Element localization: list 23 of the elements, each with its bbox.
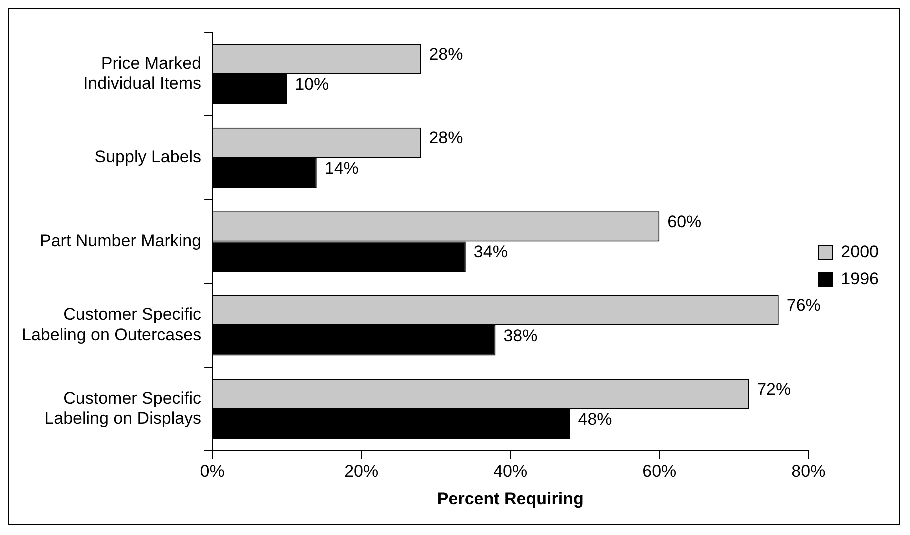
x-tick-label: 60% <box>642 462 677 482</box>
data-label: 38% <box>504 326 538 346</box>
y-tick-label: Customer Specific Labeling on Displays <box>44 388 202 428</box>
data-label: 28% <box>429 128 464 148</box>
x-tick-label: 20% <box>344 462 379 482</box>
x-axis-title: Percent Requiring <box>437 489 584 508</box>
x-tick-label: 80% <box>792 462 826 482</box>
x-tick-label: 40% <box>494 462 528 482</box>
data-label: 48% <box>578 410 612 430</box>
data-label: 76% <box>786 296 821 316</box>
y-tick-label: Part Number Marking <box>40 231 202 250</box>
data-label: 10% <box>295 75 330 94</box>
x-tick-label: 0% <box>200 462 225 482</box>
y-tick-label: Price Marked Individual Items <box>83 54 202 94</box>
legend-label: 1996 <box>841 270 880 289</box>
y-tick-label: Supply Labels <box>94 148 202 167</box>
data-label: 60% <box>668 212 702 232</box>
legend-label: 2000 <box>841 242 880 262</box>
data-label: 34% <box>474 242 508 262</box>
data-label: 14% <box>324 158 359 178</box>
data-label: 28% <box>429 44 464 64</box>
data-label: 72% <box>757 380 792 399</box>
y-tick-label: Customer Specific Labeling on Outercases <box>22 305 202 344</box>
